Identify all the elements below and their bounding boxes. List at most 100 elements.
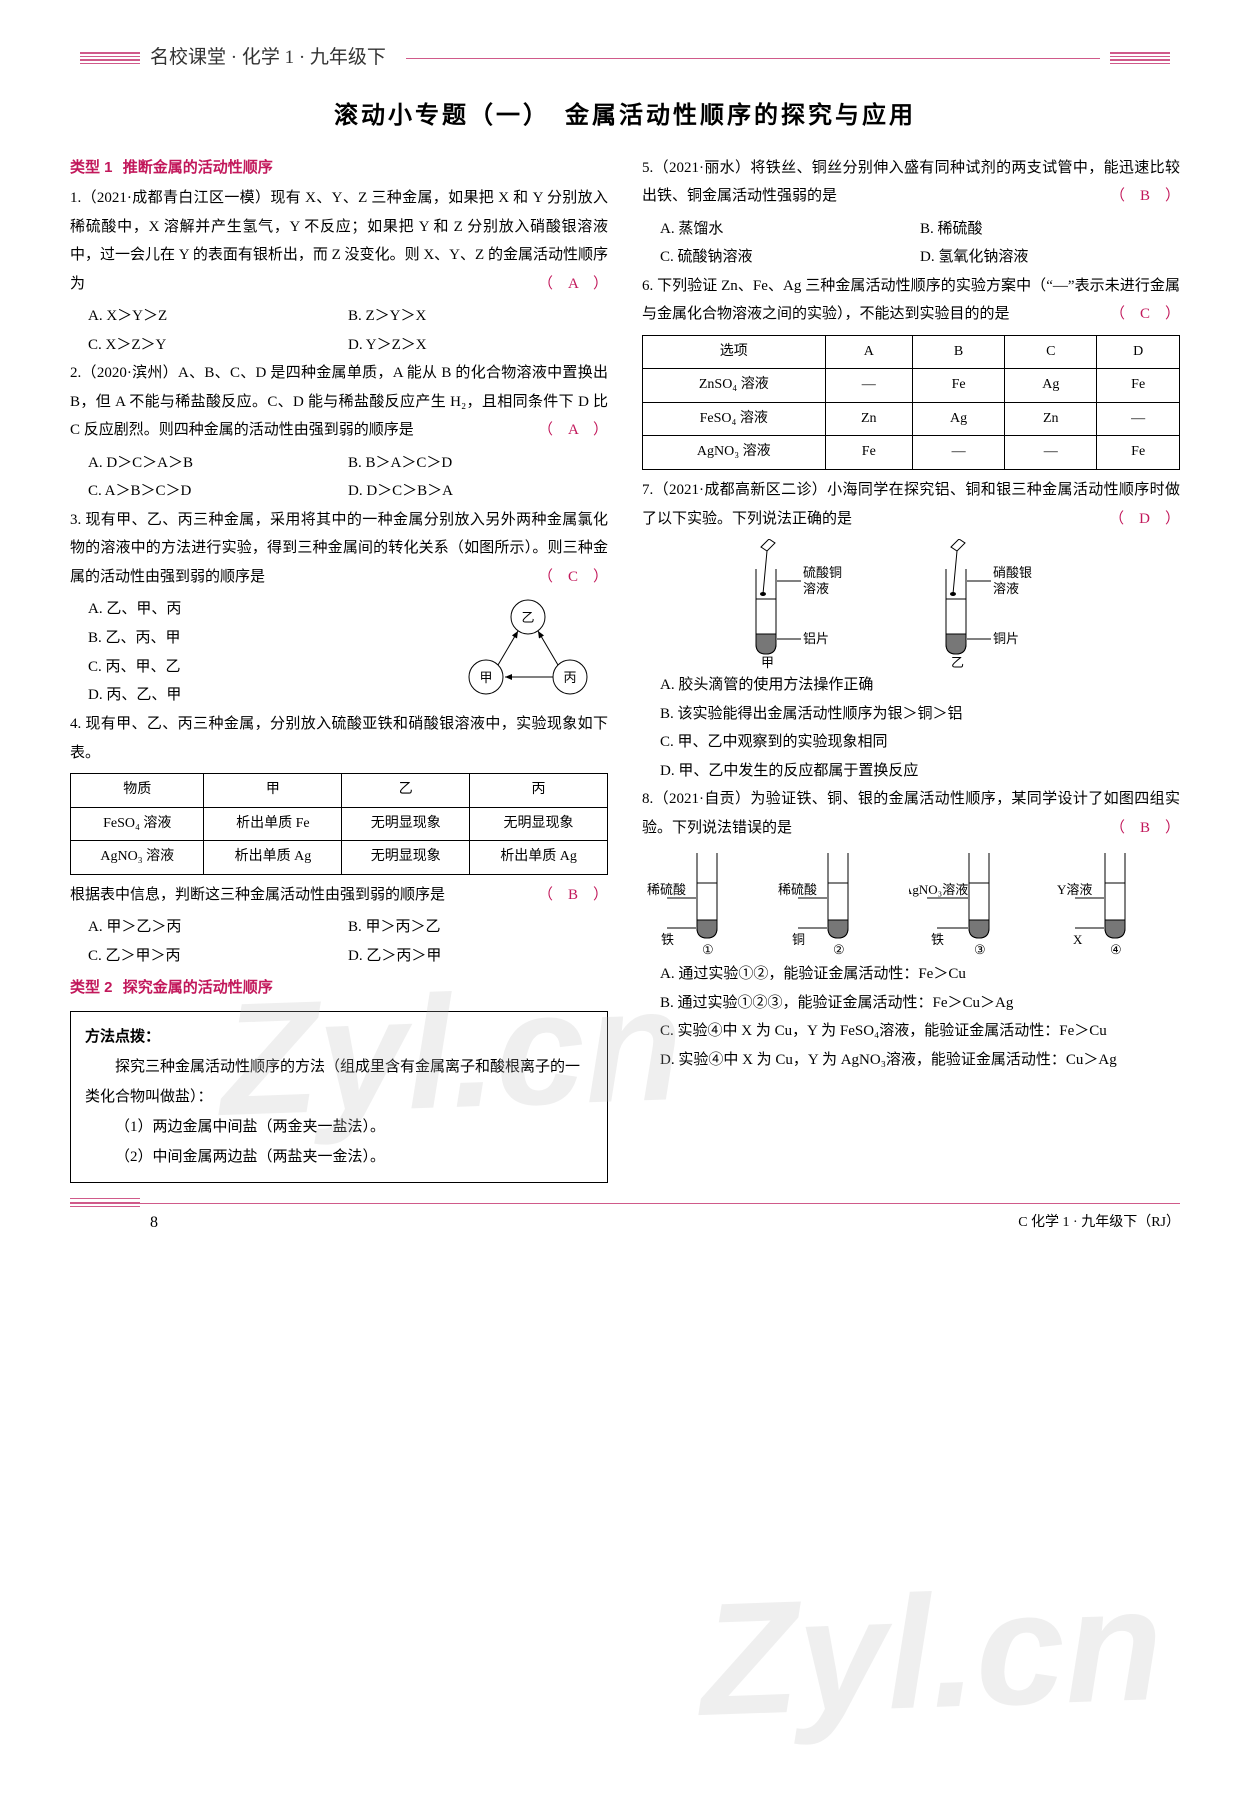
q5-options: A. 蒸馏水 B. 稀硫酸 C. 硫酸钠溶液 D. 氢氧化钠溶液 xyxy=(642,215,1180,272)
footer-right: C 化学 1 · 九年级下（RJ） xyxy=(1018,1210,1180,1237)
column-right: 5.（2021·丽水）将铁丝、铜丝分别伸入盛有同种试剂的两支试管中，能迅速比较出… xyxy=(642,154,1180,1183)
svg-text:溶液: 溶液 xyxy=(993,581,1019,596)
question-5: 5.（2021·丽水）将铁丝、铜丝分别伸入盛有同种试剂的两支试管中，能迅速比较出… xyxy=(642,154,1180,211)
q6-answer: （ C ） xyxy=(1110,300,1180,329)
question-8: 8.（2021·自贡）为验证铁、铜、银的金属活动性顺序，某同学设计了如图四组实验… xyxy=(642,785,1180,842)
q8-tube-2: 稀硫酸 铜 ② xyxy=(778,848,898,958)
category-1-tag: 类型 1 xyxy=(70,159,113,176)
question-2: 2.（2020·滨州）A、B、C、D 是四种金属单质，A 能从 B 的化合物溶液… xyxy=(70,359,608,445)
page-footer: 8 C 化学 1 · 九年级下（RJ） xyxy=(70,1203,1180,1238)
q8-opt-b: B. 通过实验①②③，能验证金属活动性：Fe＞Cu＞Ag xyxy=(660,989,1180,1018)
category-2-title: 探究金属的活动性顺序 xyxy=(123,979,273,996)
q1-opt-c: C. X＞Z＞Y xyxy=(88,331,348,360)
q4-text2-wrap: 根据表中信息，判断这三种金属活动性由强到弱的顺序是 （ B ） xyxy=(70,881,608,910)
header-rule xyxy=(406,58,1100,59)
q4-th-0: 物质 xyxy=(71,774,204,808)
q2-answer: （ A ） xyxy=(538,416,608,445)
q1-opt-a: A. X＞Y＞Z xyxy=(88,302,348,331)
q4-answer: （ B ） xyxy=(538,881,608,910)
svg-text:硫酸铜: 硫酸铜 xyxy=(803,565,842,580)
q8-options: A. 通过实验①②，能验证金属活动性：Fe＞Cu B. 通过实验①②③，能验证金… xyxy=(642,960,1180,1074)
table-row: FeSO₄ 溶液 Zn Ag Zn — xyxy=(643,402,1180,436)
q3-answer: （ C ） xyxy=(538,563,608,592)
q8-tube-3: AgNO₃溶液 铁 ③ xyxy=(909,848,1044,958)
q4-opt-b: B. 甲＞丙＞乙 xyxy=(348,913,608,942)
svg-text:①: ① xyxy=(702,942,714,957)
svg-text:X: X xyxy=(1073,932,1083,947)
watermark: Zyl.cn xyxy=(695,1492,1168,1812)
svg-text:铝片: 铝片 xyxy=(803,631,829,646)
q4-th-1: 甲 xyxy=(204,774,342,808)
q5-answer: （ B ） xyxy=(1110,182,1180,211)
q5-opt-a: A. 蒸馏水 xyxy=(660,215,920,244)
q3-text: 3. 现有甲、乙、丙三种金属，采用将其中的一种金属分别放入另外两种金属氯化物的溶… xyxy=(70,512,608,585)
q7-opt-c: C. 甲、乙中观察到的实验现象相同 xyxy=(660,728,1180,757)
q1-opt-d: D. Y＞Z＞X xyxy=(348,331,608,360)
svg-text:乙: 乙 xyxy=(951,655,964,669)
page-number: 8 xyxy=(70,1208,158,1238)
q8-diagram: 稀硫酸 铁 ① 稀硫酸 铜 ② AgNO₃溶液 铁 ③ xyxy=(642,848,1180,958)
q1-text: 1.（2021·成都青白江区一模）现有 X、Y、Z 三种金属，如果把 X 和 Y… xyxy=(70,190,608,292)
q7-tube-1: 硫酸铜溶液 铝片 甲 xyxy=(741,539,891,669)
svg-text:甲: 甲 xyxy=(761,655,774,669)
page-header: 名校课堂 · 化学 1 · 九年级下 xyxy=(70,40,1180,76)
book-title: 名校课堂 · 化学 1 · 九年级下 xyxy=(150,40,386,76)
hint-l1: 探究三种金属活动性顺序的方法（组成里含有金属离子和酸根离子的一类化合物叫做盐）： xyxy=(85,1052,593,1112)
q8-text: 8.（2021·自贡）为验证铁、铜、银的金属活动性顺序，某同学设计了如图四组实验… xyxy=(642,791,1180,836)
svg-text:③: ③ xyxy=(974,942,986,957)
table-row: AgNO₃ 溶液 析出单质 Ag 无明显现象 析出单质 Ag xyxy=(71,841,608,875)
q4-th-2: 乙 xyxy=(342,774,470,808)
svg-text:铜: 铜 xyxy=(792,932,805,947)
category-2-tag: 类型 2 xyxy=(70,979,113,996)
q3-options: A. 乙、甲、丙 B. 乙、丙、甲 C. 丙、甲、乙 D. 丙、乙、甲 xyxy=(70,595,448,710)
q2-text: 2.（2020·滨州）A、B、C、D 是四种金属单质，A 能从 B 的化合物溶液… xyxy=(70,365,608,438)
q6-text: 6. 下列验证 Zn、Fe、Ag 三种金属活动性顺序的实验方案中（“—”表示未进… xyxy=(642,278,1180,323)
table-row: ZnSO₄ 溶液 — Fe Ag Fe xyxy=(643,369,1180,403)
q7-tube-2: 硝酸银溶液 铜片 乙 xyxy=(931,539,1081,669)
q8-tube-4: Y溶液 X ④ xyxy=(1055,848,1175,958)
q8-tube-1: 稀硫酸 铁 ① xyxy=(647,848,767,958)
hint-l2: （1）两边金属中间盐（两金夹一盐法）。 xyxy=(85,1112,593,1142)
q6-table: 选项 A B C D ZnSO₄ 溶液 — Fe Ag Fe FeSO₄ 溶液 … xyxy=(642,335,1180,470)
svg-text:Y溶液: Y溶液 xyxy=(1057,882,1092,897)
svg-text:④: ④ xyxy=(1110,942,1122,957)
q8-answer: （ B ） xyxy=(1110,814,1180,843)
hint-title: 方法点拨： xyxy=(85,1022,593,1052)
svg-text:AgNO₃溶液: AgNO₃溶液 xyxy=(909,882,968,897)
category-1-title: 推断金属的活动性顺序 xyxy=(123,159,273,176)
q7-answer: （ D ） xyxy=(1109,505,1180,534)
question-3: 3. 现有甲、乙、丙三种金属，采用将其中的一种金属分别放入另外两种金属氯化物的溶… xyxy=(70,506,608,592)
hint-box: 方法点拨： 探究三种金属活动性顺序的方法（组成里含有金属离子和酸根离子的一类化合… xyxy=(70,1011,608,1183)
q7-opt-d: D. 甲、乙中发生的反应都属于置换反应 xyxy=(660,757,1180,786)
question-4: 4. 现有甲、乙、丙三种金属，分别放入硫酸亚铁和硝酸银溶液中，实验现象如下表。 xyxy=(70,710,608,767)
main-title: 滚动小专题（一） 金属活动性顺序的探究与应用 xyxy=(70,94,1180,140)
svg-text:溶液: 溶液 xyxy=(803,581,829,596)
header-ornament-right xyxy=(1110,50,1170,66)
question-1: 1.（2021·成都青白江区一模）现有 X、Y、Z 三种金属，如果把 X 和 Y… xyxy=(70,184,608,298)
q4-opt-c: C. 乙＞甲＞丙 xyxy=(88,942,348,971)
q7-text: 7.（2021·成都高新区二诊）小海同学在探究铝、铜和银三种金属活动性顺序时做了… xyxy=(642,482,1180,527)
q8-opt-d: D. 实验④中 X 为 Cu，Y 为 AgNO₃溶液，能验证金属活动性：Cu＞A… xyxy=(660,1046,1180,1075)
svg-text:铜片: 铜片 xyxy=(993,631,1019,646)
q3-node-right: 丙 xyxy=(563,670,576,685)
table-row: AgNO₃ 溶液 Fe — — Fe xyxy=(643,436,1180,470)
q3-opt-a: A. 乙、甲、丙 xyxy=(88,595,448,624)
q4-table: 物质 甲 乙 丙 FeSO₄ 溶液 析出单质 Fe 无明显现象 无明显现象 Ag… xyxy=(70,773,608,875)
q1-options: A. X＞Y＞Z B. Z＞Y＞X C. X＞Z＞Y D. Y＞Z＞X xyxy=(70,302,608,359)
q4-options: A. 甲＞乙＞丙 B. 甲＞丙＞乙 C. 乙＞甲＞丙 D. 乙＞丙＞甲 xyxy=(70,913,608,970)
q7-diagram: 硫酸铜溶液 铝片 甲 硝酸银溶液 铜片 乙 xyxy=(642,539,1180,669)
q5-opt-d: D. 氢氧化钠溶液 xyxy=(920,243,1180,272)
q3-opt-b: B. 乙、丙、甲 xyxy=(88,624,448,653)
q2-options: A. D＞C＞A＞B B. B＞A＞C＞D C. A＞B＞C＞D D. D＞C＞… xyxy=(70,449,608,506)
svg-text:铁: 铁 xyxy=(661,932,674,947)
svg-text:稀硫酸: 稀硫酸 xyxy=(647,882,686,897)
q4-opt-d: D. 乙＞丙＞甲 xyxy=(348,942,608,971)
svg-text:铁: 铁 xyxy=(931,932,944,947)
q3-diagram: 乙 甲 丙 xyxy=(448,595,608,710)
q8-opt-c: C. 实验④中 X 为 Cu，Y 为 FeSO₄溶液，能验证金属活动性：Fe＞C… xyxy=(660,1017,1180,1046)
header-ornament-left xyxy=(80,50,140,66)
question-6: 6. 下列验证 Zn、Fe、Ag 三种金属活动性顺序的实验方案中（“—”表示未进… xyxy=(642,272,1180,329)
q4-opt-a: A. 甲＞乙＞丙 xyxy=(88,913,348,942)
q3-opt-d: D. 丙、乙、甲 xyxy=(88,681,448,710)
q2-opt-b: B. B＞A＞C＞D xyxy=(348,449,608,478)
